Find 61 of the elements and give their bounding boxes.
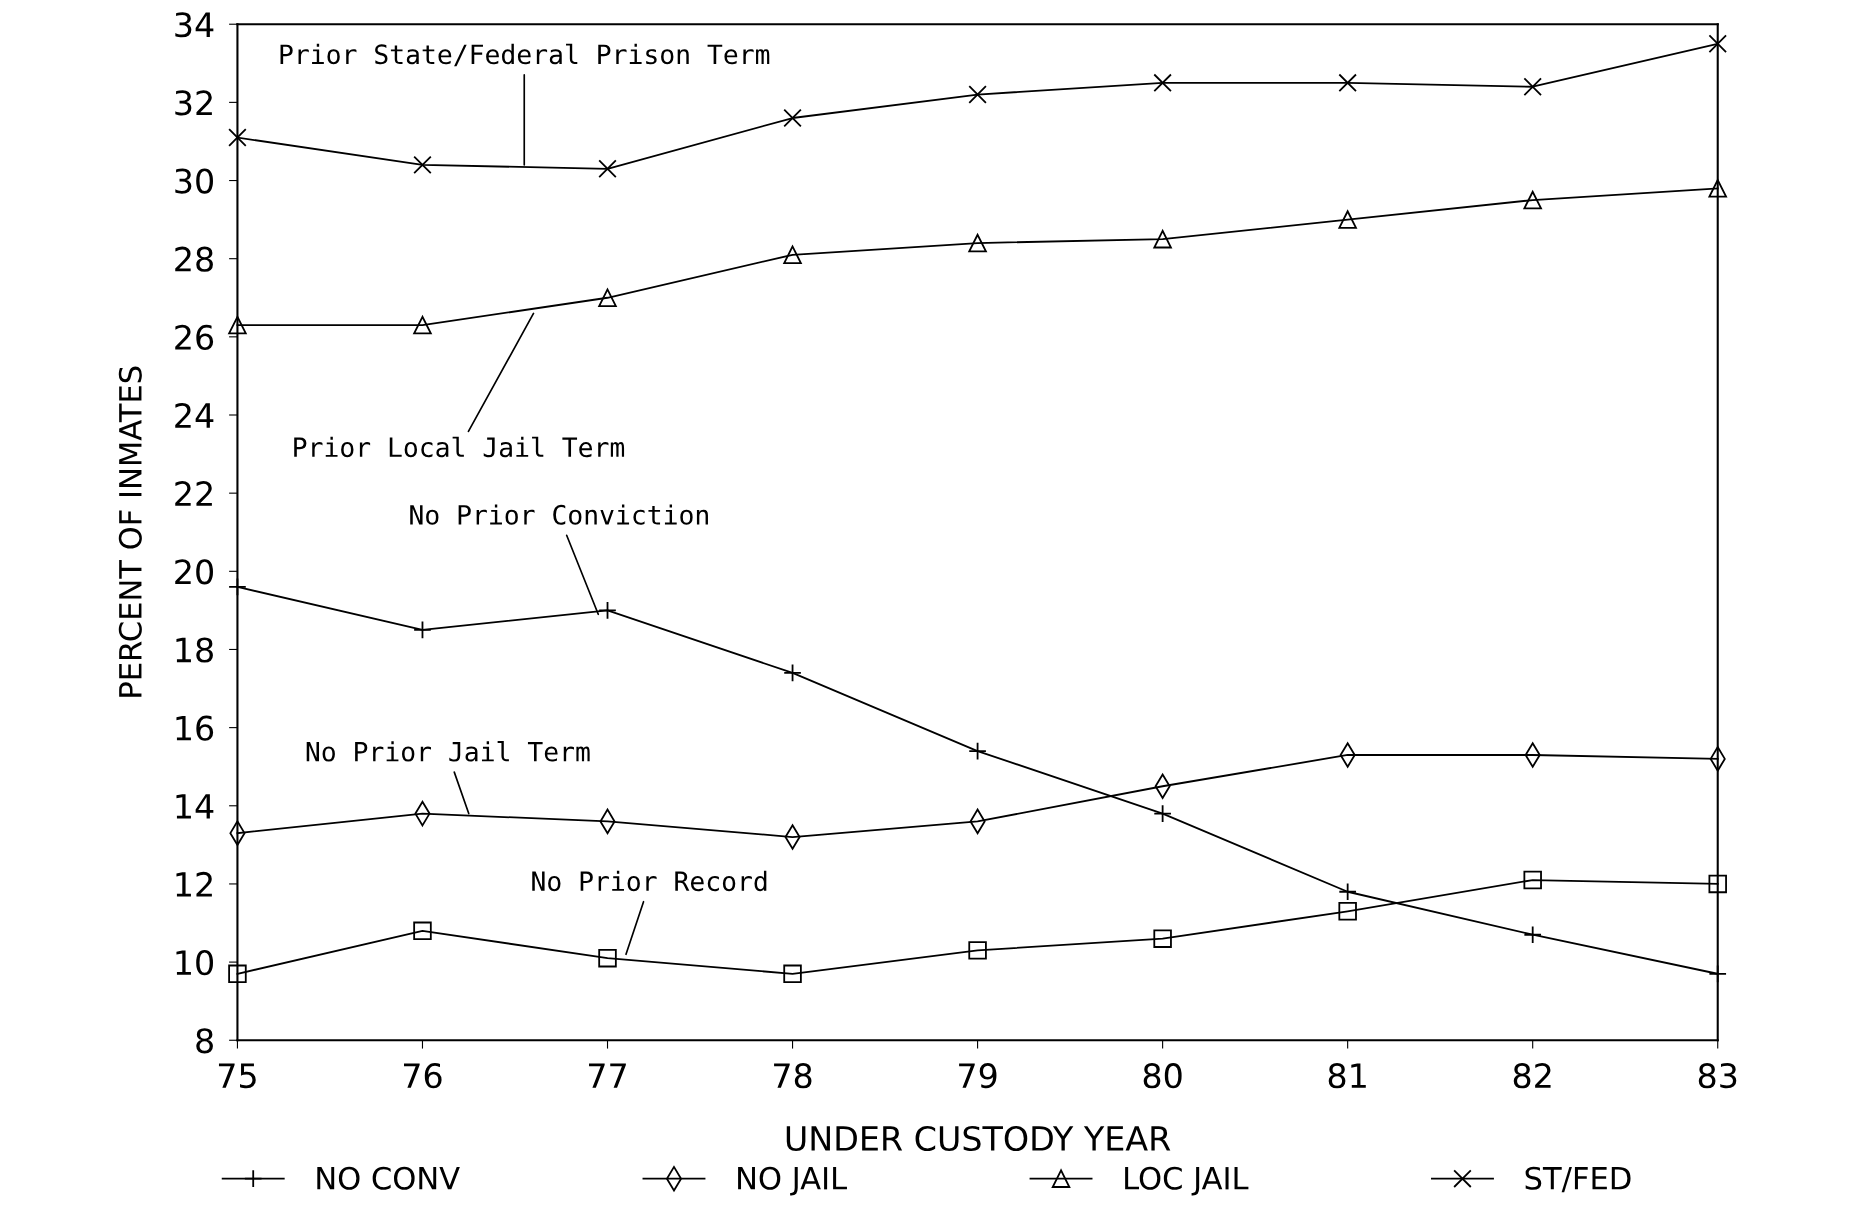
point: [413, 921, 432, 941]
y-tick-label: 14: [176, 794, 214, 819]
y-tick-label: 22: [175, 481, 212, 506]
point: [228, 128, 247, 147]
x-tick-label: 79: [959, 1063, 997, 1089]
annotation: No Prior Jail Term: [306, 741, 590, 762]
y-tick-label: 18: [176, 637, 213, 663]
point: [228, 315, 247, 335]
point: [1338, 73, 1357, 93]
point: [968, 85, 987, 104]
annotation: No Prior Conviction: [410, 504, 708, 525]
x-tick-label: 83: [1698, 1063, 1737, 1089]
x-tick-label: 75: [218, 1063, 256, 1089]
y-tick-label: 20: [175, 559, 213, 585]
point: [1338, 902, 1357, 921]
y-tick-label: 32: [175, 90, 212, 116]
y-tick-label: 16: [176, 715, 214, 741]
x-tick-label: 80: [1143, 1063, 1182, 1089]
point: [598, 159, 617, 179]
annotation: No Prior Record: [532, 870, 767, 892]
legend-label: NO CONV: [317, 1166, 460, 1190]
point: [783, 108, 802, 128]
annotation: Prior State/Federal Prison Term: [280, 43, 770, 67]
point: [1153, 929, 1172, 948]
x-tick-label: 78: [774, 1063, 812, 1089]
y-tick-label: 8: [196, 1028, 213, 1054]
y-tick-label: 26: [175, 324, 214, 350]
y-tick-label: 34: [175, 12, 214, 38]
point: [968, 233, 987, 253]
point: [1523, 77, 1542, 96]
point: [413, 155, 432, 175]
y-axis-title: PERCENT OF INMATES: [118, 366, 142, 697]
point: [1708, 179, 1727, 198]
point: [1523, 190, 1542, 210]
point: [228, 964, 247, 984]
legend-label: NO JAIL: [738, 1166, 847, 1196]
point: [1708, 34, 1727, 53]
point: [598, 948, 617, 968]
point: [1153, 73, 1172, 93]
point: [1523, 870, 1542, 890]
y-tick-label: 10: [176, 950, 213, 976]
point: [413, 315, 432, 335]
annotation: Prior Local Jail Term: [294, 436, 625, 458]
x-axis-title: UNDER CUSTODY YEAR: [786, 1125, 1171, 1152]
point: [1153, 229, 1172, 249]
point: [1338, 210, 1357, 229]
x-tick-label: 81: [1328, 1063, 1366, 1089]
point: [783, 245, 802, 265]
y-tick-label: 24: [175, 402, 214, 428]
x-tick-label: 77: [589, 1063, 626, 1088]
point: [1708, 874, 1727, 894]
x-tick-label: 82: [1513, 1063, 1551, 1089]
y-tick-label: 12: [176, 871, 212, 897]
point: [968, 941, 987, 960]
x-tick-label: 76: [404, 1063, 442, 1089]
point: [783, 964, 802, 984]
legend-label: ST/FED: [1525, 1166, 1631, 1193]
y-tick-label: 30: [175, 168, 213, 194]
point: [598, 288, 617, 308]
legend-label: LOC JAIL: [1125, 1166, 1249, 1196]
y-tick-label: 28: [175, 246, 213, 272]
